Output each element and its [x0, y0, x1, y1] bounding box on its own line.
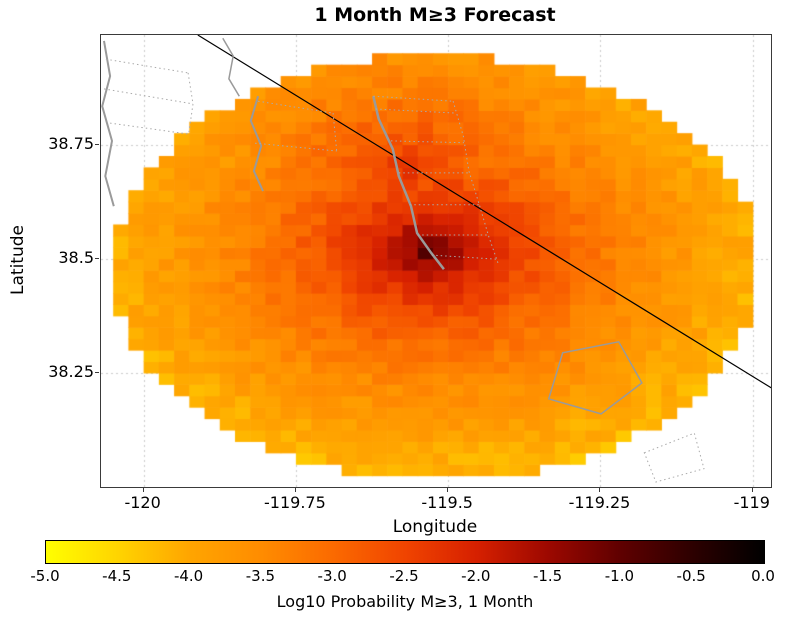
southeast-dotted-polygon — [643, 432, 705, 483]
west-creek-section-spine — [332, 113, 338, 152]
colorbar-tick-label: -4.5 — [102, 567, 132, 585]
x-tick-label: -119 — [733, 493, 770, 512]
central-rung-6 — [431, 254, 497, 260]
colorbar-tick-label: -4.0 — [173, 567, 204, 585]
colorbar-label: Log10 Probability M≥3, 1 Month — [276, 592, 534, 611]
x-tick-label: -119.5 — [421, 493, 473, 512]
west-creek-section-2 — [255, 142, 337, 152]
x-tick-mark — [142, 488, 144, 492]
fault-trace-black — [197, 35, 771, 389]
y-tick-mark — [95, 143, 99, 145]
west-section-edge-3 — [110, 122, 189, 135]
x-tick-mark — [294, 488, 296, 492]
central-fault-line — [372, 95, 445, 270]
x-tick-label: -120 — [124, 493, 161, 512]
west-section-edge-1 — [105, 58, 189, 74]
west-section-spine — [187, 72, 194, 135]
colorbar-tick-label: -5.0 — [30, 567, 60, 585]
y-tick-label: 38.25 — [48, 361, 94, 381]
colorbar-tick-label: -3.5 — [245, 567, 276, 585]
colorbar-tick-label: -2.0 — [461, 567, 491, 585]
colorbar — [45, 540, 765, 564]
colorbar-tick-label: -2.5 — [389, 567, 419, 585]
west-boundary-line — [101, 40, 115, 207]
central-sections-east-edge — [452, 101, 499, 264]
map-overlay-layer — [101, 35, 771, 483]
x-tick-mark — [751, 488, 753, 492]
x-tick-label: -119.25 — [568, 493, 631, 512]
southeast-polygon — [547, 340, 643, 415]
north-creek-line — [222, 37, 240, 97]
colorbar-tick-label: -1.0 — [604, 567, 635, 585]
y-tick-mark — [95, 371, 99, 373]
x-tick-mark — [599, 488, 601, 492]
plot-area — [100, 34, 772, 488]
west-section-edge-2 — [103, 88, 194, 105]
central-rung-2 — [390, 140, 465, 144]
y-tick-label: 38.75 — [48, 133, 94, 153]
colorbar-tick-label: -0.5 — [676, 567, 706, 585]
central-rung-0 — [373, 95, 454, 102]
x-axis-label: Longitude — [392, 517, 478, 537]
central-rung-1 — [375, 108, 457, 114]
x-tick-mark — [447, 488, 449, 492]
west-creek-line — [249, 95, 264, 192]
west-creek-section-1 — [258, 100, 334, 114]
y-tick-label: 38.5 — [58, 247, 94, 267]
x-tick-label: -119.75 — [264, 493, 326, 512]
chart-title: 1 Month M≥3 Forecast — [314, 4, 556, 26]
colorbar-tick-label: -1.5 — [532, 567, 563, 585]
colorbar-tick-label: 0.0 — [751, 567, 775, 585]
y-tick-mark — [95, 257, 99, 259]
colorbar-tick-label: -3.0 — [317, 567, 347, 585]
